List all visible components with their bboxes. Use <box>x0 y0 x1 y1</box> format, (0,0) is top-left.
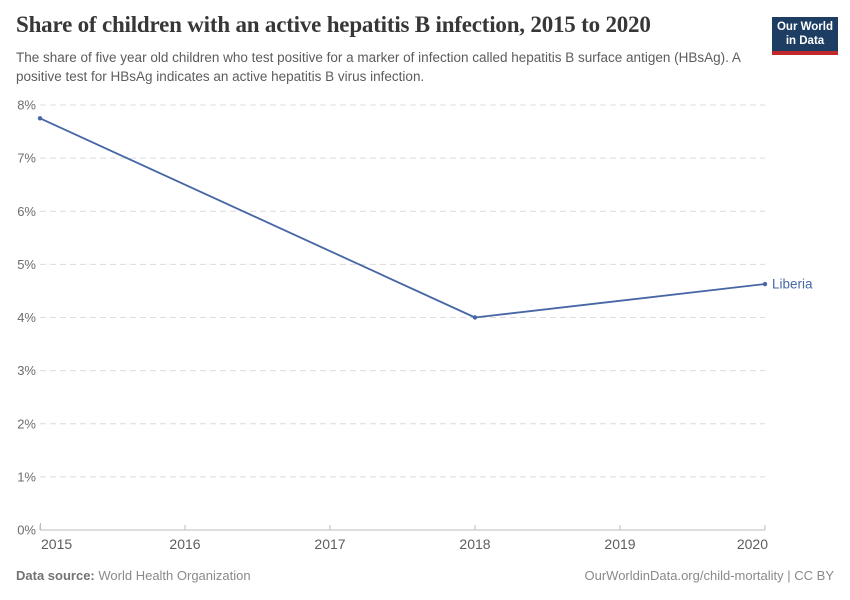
data-point <box>762 281 768 287</box>
series-end-label: Liberia <box>772 277 813 292</box>
y-axis-tick-label: 2% <box>17 416 36 431</box>
owid-logo-line1: Our World <box>776 21 833 33</box>
y-axis-tick-label: 7% <box>17 151 36 166</box>
data-source-note: Data source: World Health Organization <box>16 568 251 583</box>
chart-title: Share of children with an active hepatit… <box>16 12 651 37</box>
x-axis-tick-label: 2018 <box>459 536 490 552</box>
x-axis-tick-label: 2015 <box>41 536 72 552</box>
x-axis-tick-label: 2016 <box>169 536 200 552</box>
credit-note: OurWorldinData.org/child-mortality | CC … <box>584 568 835 583</box>
chart-footer: Data source: World Health Organization O… <box>0 568 850 583</box>
x-axis-tick-label: 2019 <box>604 536 635 552</box>
x-axis-tick-label: 2017 <box>314 536 345 552</box>
owid-logo: Our World in Data <box>772 17 838 56</box>
data-point <box>37 116 43 121</box>
data-source-label: Data source: <box>16 568 95 583</box>
x-axis-tick-label: 2020 <box>737 536 768 552</box>
y-axis-tick-label: 6% <box>17 204 36 219</box>
y-axis-tick-label: 5% <box>17 257 36 272</box>
data-line-liberia <box>39 117 766 319</box>
y-axis-tick-label: 0% <box>17 523 36 538</box>
data-source-value: World Health Organization <box>98 568 251 583</box>
chart-subtitle: The share of five year old children who … <box>16 50 741 85</box>
y-axis-tick-label: 8% <box>17 98 36 113</box>
y-axis-tick-label: 4% <box>17 310 36 325</box>
data-point <box>472 315 478 320</box>
y-axis-tick-label: 3% <box>17 363 36 378</box>
owid-logo-line2: in Data <box>785 34 825 47</box>
y-axis-tick-label: 1% <box>17 469 36 484</box>
